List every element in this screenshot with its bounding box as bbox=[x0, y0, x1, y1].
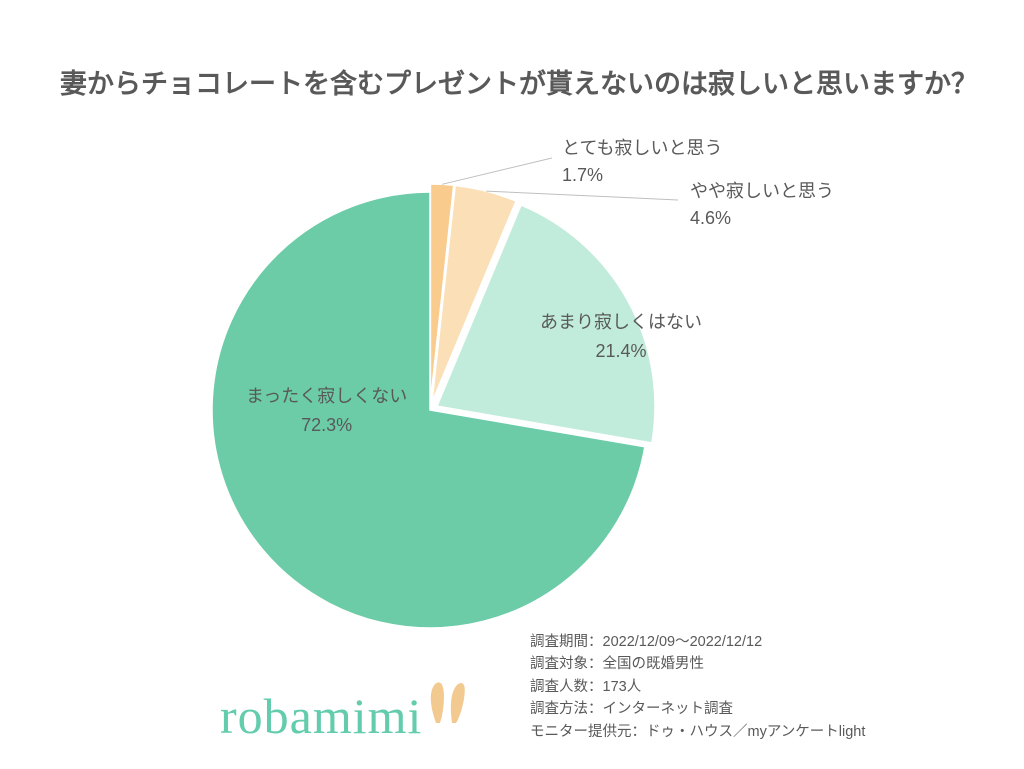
meta-line: 調査方法：インターネット調査 bbox=[530, 698, 865, 720]
meta-line: 調査対象：全国の既婚男性 bbox=[530, 653, 865, 675]
logo-ears-icon bbox=[426, 681, 468, 725]
meta-line: 調査期間：2022/12/09～2022/12/12 bbox=[530, 631, 865, 653]
survey-meta: 調査期間：2022/12/09～2022/12/12 調査対象：全国の既婚男性 … bbox=[530, 631, 865, 743]
leader-line bbox=[486, 191, 678, 200]
leader-line bbox=[442, 158, 552, 184]
pie-chart: とても寂しいと思う 1.7% やや寂しいと思う 4.6% あまり寂しくはない 2… bbox=[0, 120, 1024, 680]
logo-text: robamimi bbox=[220, 687, 422, 745]
logo: robamimi bbox=[220, 681, 468, 751]
page-root: 妻からチョコレートを含むプレゼントが貰えないのは寂しいと思いますか？ とても寂し… bbox=[0, 0, 1024, 769]
meta-line: 調査人数：173人 bbox=[530, 676, 865, 698]
chart-title: 妻からチョコレートを含むプレゼントが貰えないのは寂しいと思いますか？ bbox=[60, 62, 984, 101]
meta-line: モニター提供元：ドゥ・ハウス／myアンケートlight bbox=[530, 721, 865, 743]
